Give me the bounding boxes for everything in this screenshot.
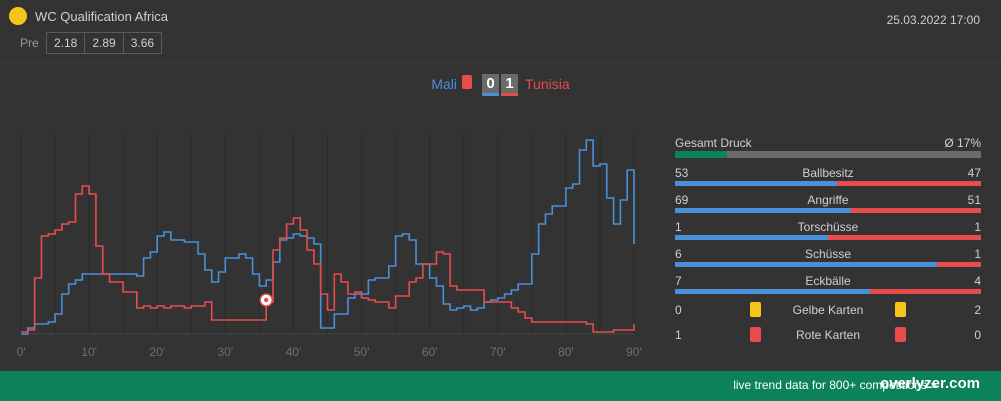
stat-bar-away [850, 208, 981, 213]
stat-away-value: 1 [974, 247, 981, 261]
stat-away-value: 1 [974, 220, 981, 234]
card-away-count: 2 [974, 303, 981, 317]
footer-bar [0, 371, 1001, 401]
stat-label: Schüsse [804, 247, 852, 261]
odds-home[interactable]: 2.18 [47, 33, 86, 53]
card-home-count: 1 [675, 328, 682, 342]
stat-bar-home [675, 289, 870, 294]
stat-bar-home [675, 235, 828, 240]
odds-box: 2.18 2.89 3.66 [46, 32, 163, 54]
away-team-name[interactable]: Tunisia [525, 76, 570, 92]
stat-label: Eckbälle [805, 274, 851, 288]
odds-label: Pre [20, 36, 39, 50]
stat-bar-away [828, 235, 981, 240]
match-datetime: 25.03.2022 17:00 [886, 13, 980, 27]
away-score: 1 [501, 74, 518, 96]
goal-icon-center [264, 297, 269, 303]
card-label: Rote Karten [795, 328, 861, 342]
stat-label: Angriffe [807, 193, 849, 207]
x-tick-label: 60' [422, 345, 438, 359]
competition-name[interactable]: WC Qualification Africa [35, 9, 168, 24]
x-tick-label: 90' [626, 345, 642, 359]
stat-home-value: 6 [675, 247, 682, 261]
card-label: Gelbe Karten [792, 303, 864, 317]
x-tick-label: 80' [558, 345, 574, 359]
stat-away-value: 4 [974, 274, 981, 288]
home-team-name[interactable]: Mali [431, 76, 457, 92]
card-icon-home [750, 327, 761, 342]
odds-draw[interactable]: 2.89 [85, 33, 124, 53]
stat-label: Ballbesitz [802, 166, 854, 180]
card-home-count: 0 [675, 303, 682, 317]
x-tick-label: 10' [81, 345, 97, 359]
stat-away-value: 51 [967, 193, 981, 207]
x-tick-label: 50' [354, 345, 370, 359]
pressure-bar-track [675, 151, 981, 158]
competition-icon [9, 7, 27, 25]
footer-tagline[interactable]: live trend data for 800+ competitions » [733, 378, 937, 392]
card-icon-home [750, 302, 761, 317]
red-card-icon [462, 75, 472, 89]
stat-bar-home [675, 262, 938, 267]
home-score: 0 [482, 74, 499, 96]
pressure-value: Ø 17% [944, 136, 981, 150]
pressure-trend-chart: 0' 10' 20' 30' 40' 50' 60' 70' 80' 90' [17, 134, 642, 359]
stat-bar-away [937, 262, 981, 267]
stat-home-value: 53 [675, 166, 689, 180]
x-tick-label: 0' [17, 345, 26, 359]
stat-home-value: 1 [675, 220, 682, 234]
x-tick-label: 70' [490, 345, 506, 359]
stat-home-value: 7 [675, 274, 682, 288]
pressure-label: Gesamt Druck [675, 136, 752, 150]
card-away-count: 0 [974, 328, 981, 342]
pressure-bar-fill [675, 151, 728, 158]
series-line-tunisia [21, 185, 635, 333]
stat-label: Torschüsse [797, 220, 859, 234]
stat-bar-away [837, 181, 981, 186]
x-tick-label: 20' [149, 345, 165, 359]
odds-away[interactable]: 3.66 [130, 36, 155, 50]
footer-brand-link[interactable]: overlyzer.com [879, 375, 980, 392]
card-icon-away [895, 302, 906, 317]
x-tick-label: 30' [218, 345, 234, 359]
stat-home-value: 69 [675, 193, 689, 207]
stat-bar-home [675, 208, 851, 213]
stat-bar-home [675, 181, 838, 186]
card-icon-away [895, 327, 906, 342]
header-divider [0, 62, 1001, 63]
series-line-mali [21, 139, 635, 335]
stat-bar-away [869, 289, 981, 294]
stat-away-value: 47 [967, 166, 981, 180]
x-tick-label: 40' [286, 345, 302, 359]
